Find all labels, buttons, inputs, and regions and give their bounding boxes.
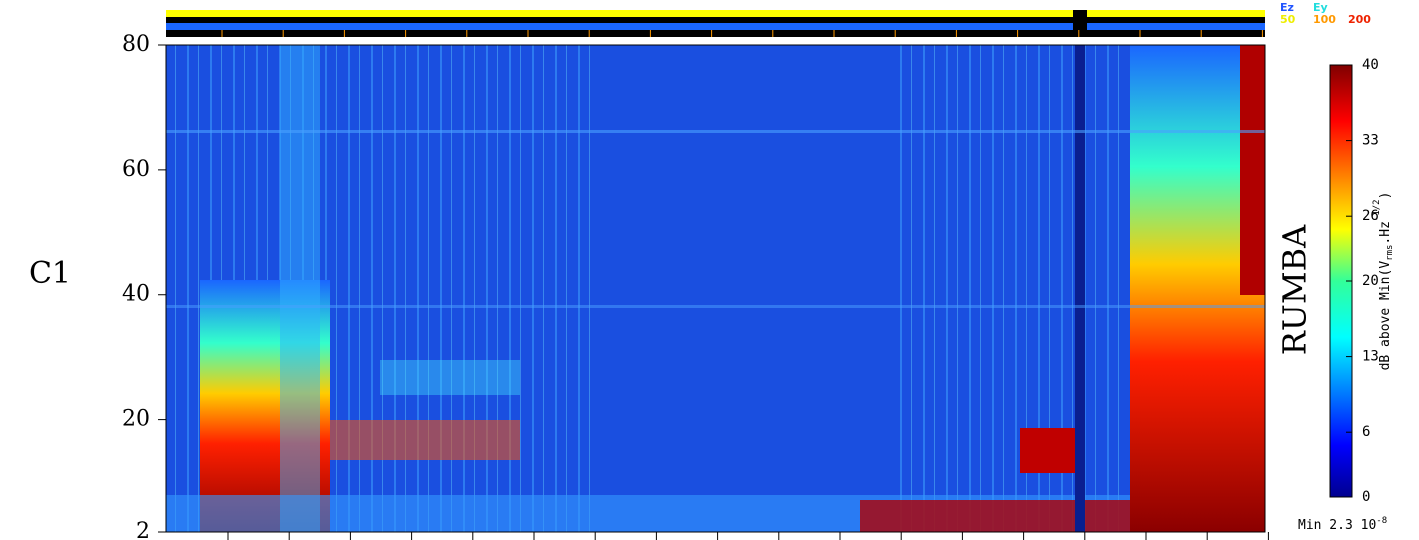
y-tick-label: 40 bbox=[122, 282, 150, 307]
colorbar-tick-label: 26 bbox=[1362, 208, 1379, 224]
colorbar-tick-label: 40 bbox=[1362, 57, 1379, 73]
y-tick-label: 2 bbox=[136, 519, 150, 540]
instrument-label: RUMBA bbox=[1276, 224, 1314, 355]
y-tick-label: 80 bbox=[122, 32, 150, 57]
colorbar-tick-label: 13 bbox=[1362, 349, 1379, 365]
legend-entry: Ez bbox=[1280, 1, 1294, 14]
colorbar-label-part: ) bbox=[1378, 192, 1393, 200]
panel-label: C1 bbox=[29, 256, 71, 291]
colorbar-label-part: .Hz bbox=[1378, 221, 1393, 244]
legend-entry: 50 bbox=[1280, 13, 1296, 26]
colorbar-label-part: -1/2 bbox=[1372, 199, 1382, 221]
colorbar-tick-label: 33 bbox=[1362, 133, 1379, 149]
colorbar-tick-label: 6 bbox=[1362, 424, 1370, 440]
colorbar-label-part: rms bbox=[1385, 245, 1395, 261]
min-label-part: Min 2.3 10 bbox=[1298, 518, 1376, 533]
colorbar-tick-label: 20 bbox=[1362, 273, 1379, 289]
top-bar bbox=[166, 10, 1265, 37]
spectrogram-image bbox=[166, 45, 1265, 532]
y-tick-label: 20 bbox=[122, 407, 150, 432]
colorbar-tick-label: 0 bbox=[1362, 489, 1370, 505]
min-label: Min 2.3 10-8 bbox=[1298, 516, 1387, 533]
colorbar-label-part: dB above Min(V bbox=[1378, 261, 1393, 371]
y-tick-label: 60 bbox=[122, 157, 150, 182]
legend-entry: 100 bbox=[1313, 13, 1336, 26]
min-label-part: -8 bbox=[1376, 516, 1387, 526]
legend-entry: Ey bbox=[1313, 1, 1328, 14]
colorbar-label: dB above Min(Vrms.Hz-1/2) bbox=[1372, 192, 1395, 371]
legend-entry: 200 bbox=[1348, 13, 1371, 26]
plot-frame bbox=[165, 44, 1266, 533]
